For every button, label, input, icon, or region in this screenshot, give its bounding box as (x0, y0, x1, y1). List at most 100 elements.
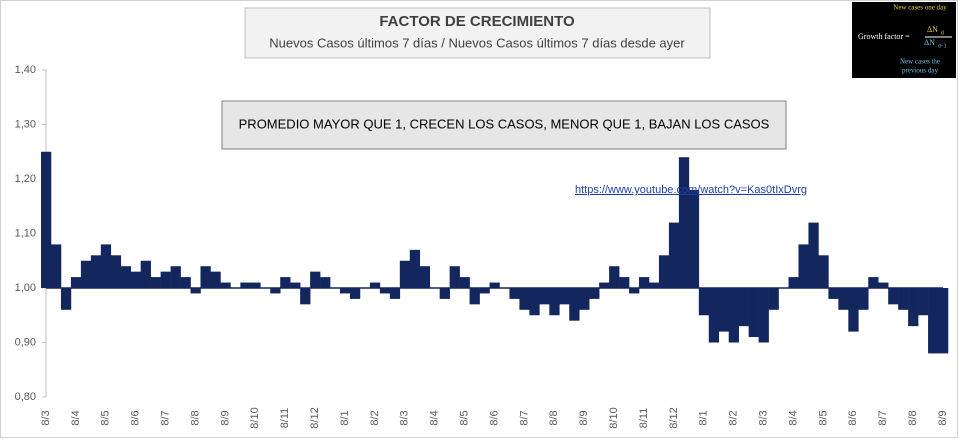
x-tick-label: 8/5 (817, 410, 829, 425)
bar (140, 260, 151, 288)
bar (90, 255, 102, 288)
bar (519, 288, 530, 310)
bar (549, 288, 560, 316)
x-tick-label: 8/12 (668, 407, 680, 428)
bar (300, 288, 311, 305)
formula-sub: d (941, 30, 944, 36)
x-tick-label: 8/10 (249, 407, 261, 428)
bar (449, 266, 460, 288)
bar (280, 277, 291, 288)
bar (569, 288, 580, 321)
x-tick-label: 8/9 (578, 410, 590, 425)
bar (668, 222, 680, 288)
bar (150, 277, 161, 288)
bar (130, 271, 141, 288)
bar (379, 288, 391, 294)
bar (788, 277, 799, 288)
x-tick-label: 8/1 (339, 410, 351, 425)
x-tick-label: 8/5 (100, 410, 112, 425)
link[interactable]: https://www.youtube.com/watch?v=Kas0tIxD… (575, 184, 807, 196)
bar (210, 271, 221, 288)
bar (479, 288, 490, 294)
y-tick-label: 1,20 (15, 173, 36, 185)
bar (190, 288, 201, 294)
bar (419, 266, 431, 288)
bar (340, 288, 351, 294)
bar (848, 288, 859, 332)
x-tick-label: 8/2 (728, 410, 740, 425)
x-tick-label: 8/11 (638, 408, 650, 429)
bar (678, 157, 690, 288)
x-tick-label: 8/3 (40, 410, 52, 425)
bar (70, 277, 82, 288)
bar (648, 282, 660, 288)
bar (290, 282, 301, 288)
bar (768, 288, 779, 310)
x-tick-label: 8/8 (189, 410, 201, 425)
bar (738, 288, 749, 327)
x-tick-label: 8/7 (518, 410, 530, 425)
x-tick-label: 8/12 (309, 407, 321, 428)
bar (798, 244, 809, 288)
bar (170, 266, 181, 288)
bar (250, 282, 261, 288)
bar (160, 271, 171, 288)
bar (878, 282, 889, 288)
x-tick-label: 8/7 (160, 410, 172, 425)
y-tick-label: 1,10 (15, 227, 36, 239)
bar (50, 244, 62, 288)
bar (80, 260, 92, 288)
x-tick-label: 8/4 (429, 410, 441, 425)
bar (110, 255, 122, 288)
bar (629, 288, 640, 294)
bar (310, 271, 321, 288)
x-tick-label: 8/5 (459, 410, 471, 425)
y-tick-label: 1,00 (15, 282, 36, 294)
bar (439, 288, 450, 299)
x-tick-label: 8/1 (698, 410, 710, 425)
bar (369, 282, 381, 288)
formula-denominator: ΔN (924, 38, 935, 47)
bar (220, 282, 231, 288)
annotation-box (221, 100, 787, 150)
formula-numerator: ΔN (927, 25, 938, 34)
x-tick-label: 8/8 (548, 410, 560, 425)
chart-subtitle: Nuevos Casos últimos 7 días / Nuevos Cas… (269, 35, 685, 50)
bar (938, 288, 949, 354)
x-tick-label: 8/7 (877, 410, 889, 425)
bar (200, 266, 211, 288)
bar (489, 282, 500, 288)
bar (898, 288, 909, 310)
bar (658, 255, 670, 288)
bar (818, 255, 829, 288)
title-box (244, 7, 711, 59)
bar (399, 260, 411, 288)
chart-title: FACTOR DE CRECIMIENTO (379, 13, 575, 30)
x-tick-label: 8/3 (758, 410, 770, 425)
bar (599, 282, 610, 288)
bar (180, 277, 191, 288)
y-tick-label: 0,80 (15, 391, 36, 403)
bar (828, 288, 839, 299)
bar (808, 222, 819, 288)
bar (469, 288, 480, 305)
bar (529, 288, 540, 316)
bar (918, 288, 929, 316)
x-tick-label: 8/10 (608, 407, 620, 428)
bar (60, 288, 72, 310)
bar (41, 151, 52, 288)
formula-note: New cases the (900, 58, 940, 66)
bar (928, 288, 939, 354)
x-tick-label: 8/4 (70, 410, 82, 425)
annotation: PROMEDIO MAYOR QUE 1, CRECEN LOS CASOS, … (239, 116, 770, 131)
y-tick-label: 1,30 (15, 118, 36, 130)
bar (559, 288, 570, 305)
bar (708, 288, 720, 343)
bar (459, 277, 470, 288)
bar (718, 288, 730, 332)
bar (579, 288, 590, 310)
bar (539, 288, 550, 305)
y-tick-label: 0,90 (15, 336, 36, 348)
